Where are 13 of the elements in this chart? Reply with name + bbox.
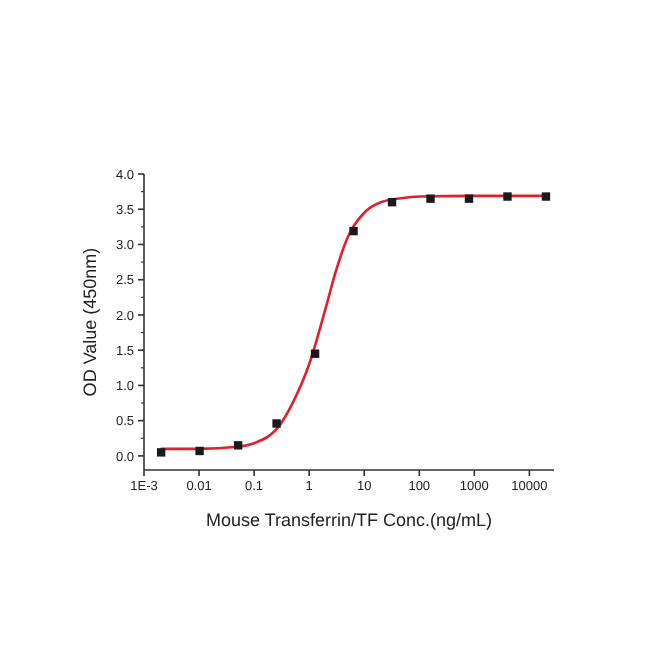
point xyxy=(349,226,358,236)
point xyxy=(310,349,320,358)
point xyxy=(541,192,551,201)
x-axis-title: Mouse Transferrin/TF Conc.(ng/mL) xyxy=(205,510,493,530)
point xyxy=(387,197,397,207)
point xyxy=(426,194,435,203)
point xyxy=(233,441,243,450)
point xyxy=(503,192,512,201)
point xyxy=(272,419,281,428)
point xyxy=(195,446,204,456)
y-axis-title: OD Value (450nm) xyxy=(80,247,100,397)
point xyxy=(156,448,166,457)
point xyxy=(464,194,474,203)
